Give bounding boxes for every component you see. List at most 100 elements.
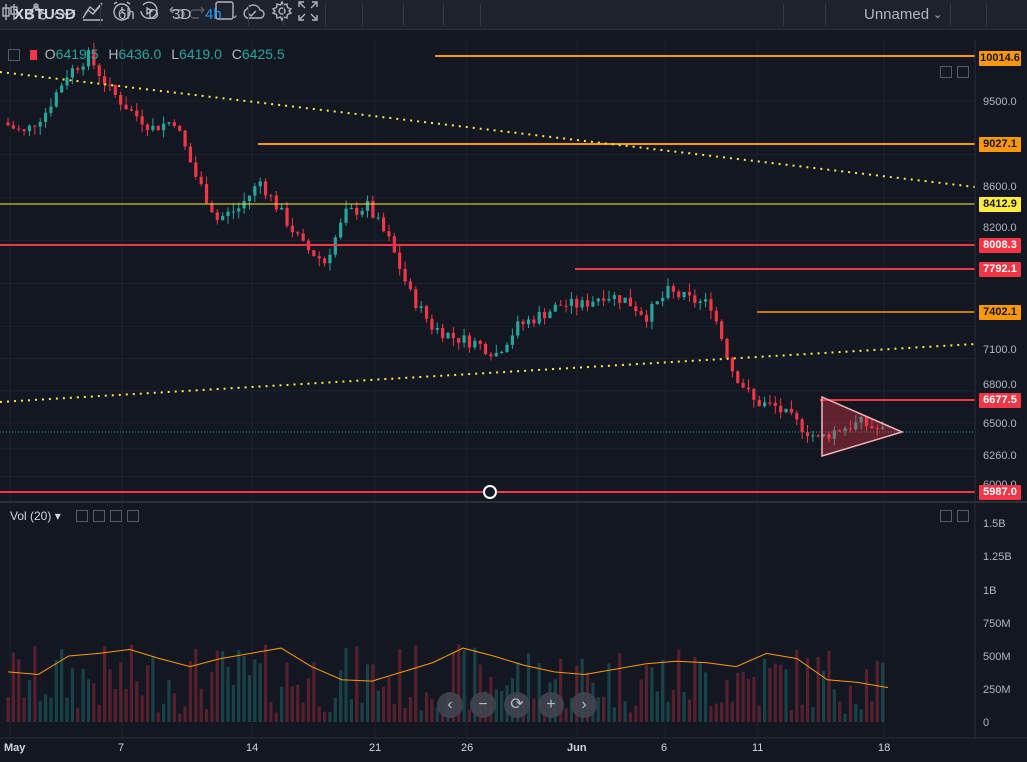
- eye-icon[interactable]: [76, 510, 88, 522]
- volume-bar: [210, 671, 214, 722]
- time-axis-tick: May: [4, 742, 26, 754]
- interval-4h[interactable]: 4h: [205, 6, 222, 23]
- volume-bar: [22, 697, 26, 722]
- indicators-icon[interactable]: [53, 8, 77, 26]
- interval-d[interactable]: D: [148, 6, 159, 23]
- candle-body: [162, 123, 166, 131]
- chevron-left-icon[interactable]: ‹: [437, 692, 463, 718]
- candle-body: [687, 291, 692, 296]
- volume-bar: [339, 670, 343, 722]
- volume-bar: [183, 706, 187, 722]
- volume-bar: [875, 660, 879, 722]
- time-axis-tick: 7: [118, 742, 124, 754]
- candle-body: [102, 76, 107, 85]
- open-value: 6419.5: [55, 46, 99, 62]
- candle-body: [414, 289, 418, 309]
- interval-6h[interactable]: 6h: [118, 6, 135, 23]
- close-icon[interactable]: [127, 510, 139, 522]
- volume-bar: [54, 659, 58, 722]
- interval-3d[interactable]: 3D: [172, 6, 192, 23]
- volume-bar: [306, 678, 311, 722]
- candle-body: [548, 311, 552, 319]
- fullscreen-icon[interactable]: [297, 1, 319, 26]
- volume-bar: [430, 698, 434, 722]
- volume-bar: [838, 701, 842, 722]
- volume-bar: [38, 700, 42, 722]
- volume-bar: [285, 662, 289, 722]
- candle-body: [505, 344, 509, 352]
- candle-body: [859, 416, 863, 423]
- layout-dropdown-icon[interactable]: ⌄: [933, 9, 943, 21]
- settings-icon[interactable]: [93, 510, 105, 522]
- volume-bar: [773, 663, 777, 722]
- replay-icon[interactable]: [138, 1, 160, 26]
- settings-gear-icon[interactable]: [271, 0, 293, 26]
- candle-body: [489, 354, 493, 357]
- candle-body: [467, 335, 472, 348]
- chevron-down-icon[interactable]: ▾: [54, 509, 61, 523]
- redo-icon[interactable]: [189, 6, 209, 26]
- candle-body: [564, 305, 568, 307]
- candle-body: [591, 301, 595, 307]
- chevron-right-icon[interactable]: ›: [571, 692, 597, 718]
- low-value: 6419.0: [179, 46, 222, 62]
- interval-dropdown-icon[interactable]: ⌄: [230, 9, 240, 21]
- volume-bar: [365, 664, 370, 722]
- candle-body: [221, 216, 225, 220]
- pane-down-icon[interactable]: [940, 66, 952, 78]
- pane-maximize-icon[interactable]: [957, 510, 969, 522]
- compare-icon[interactable]: [24, 3, 48, 26]
- undo-icon[interactable]: [165, 6, 185, 26]
- pane-maximize-icon[interactable]: [957, 66, 969, 78]
- time-axis-tick: 11: [752, 742, 763, 754]
- candle-body: [537, 312, 541, 324]
- candles-icon[interactable]: [0, 4, 20, 26]
- candle-body: [231, 211, 235, 213]
- volume-bar: [344, 647, 348, 722]
- candle-body: [607, 298, 611, 301]
- candle-body: [92, 50, 96, 66]
- candle-body: [424, 306, 429, 319]
- candle-body: [870, 426, 874, 428]
- candle-body: [816, 435, 820, 437]
- volume-bar: [795, 649, 799, 722]
- candle-body: [403, 268, 407, 282]
- zoom-in-icon[interactable]: +: [538, 692, 564, 718]
- fullscreen-toggle-icon[interactable]: [214, 1, 236, 26]
- volume-bar: [816, 656, 820, 722]
- symbol-button[interactable]: XBTUSD: [14, 6, 76, 23]
- volume-bar: [451, 652, 455, 722]
- pane-up-icon[interactable]: [940, 510, 952, 522]
- volume-legend[interactable]: Vol (20) ▾: [10, 509, 61, 523]
- candle-body: [671, 286, 675, 292]
- candle-body: [247, 195, 252, 202]
- candle-body: [317, 256, 321, 259]
- candle-body: [253, 186, 257, 196]
- candle-body: [145, 124, 150, 130]
- candle-body: [451, 332, 455, 339]
- crosshair-marker: [483, 485, 497, 499]
- alert-icon[interactable]: [110, 1, 134, 26]
- volume-bar: [768, 667, 772, 722]
- candle-body: [296, 232, 300, 234]
- volume-bar: [162, 703, 166, 722]
- candle-body: [741, 382, 745, 388]
- time-axis-tick: 18: [878, 742, 890, 754]
- plus-icon[interactable]: [110, 510, 122, 522]
- volume-bar: [537, 663, 541, 722]
- volume-bar: [870, 700, 874, 722]
- legend-collapse-icon[interactable]: [8, 49, 20, 62]
- zoom-out-icon[interactable]: −: [470, 692, 496, 718]
- reset-icon[interactable]: ⟳: [504, 692, 530, 718]
- candle-body: [822, 434, 826, 437]
- cloud-icon[interactable]: [240, 4, 266, 26]
- candle-body: [22, 129, 26, 132]
- candle-body: [730, 357, 734, 372]
- candle-body: [237, 208, 241, 212]
- candle-body: [516, 321, 520, 336]
- candle-body: [38, 121, 42, 127]
- candle-body: [371, 200, 375, 218]
- candle-body: [54, 92, 58, 107]
- layout-name[interactable]: Unnamed: [864, 6, 930, 23]
